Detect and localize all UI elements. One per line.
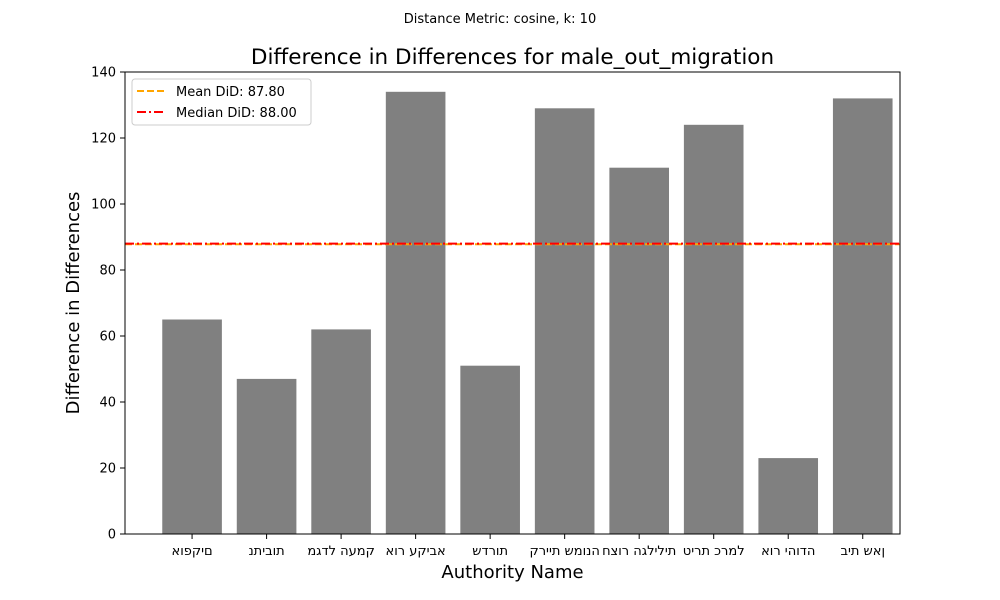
bar <box>236 378 297 534</box>
x-tick-label: ‭חצור הגלילית‬ <box>602 544 676 559</box>
y-tick-label: 60 <box>99 330 116 345</box>
bar <box>385 91 446 535</box>
x-tick-label: ‭שדרות‬ <box>472 544 508 559</box>
y-tick-label: 40 <box>99 396 116 411</box>
chart-title: Difference in Differences for male_out_m… <box>251 45 774 70</box>
legend-label: Median DiD: 88.00 <box>176 106 297 121</box>
x-tick-label: ‭אור יהודה‬ <box>761 544 815 559</box>
axes-frame <box>124 71 901 535</box>
bar <box>609 167 669 534</box>
bar <box>758 458 819 534</box>
x-tick-label: ‭קריית שמונה‬ <box>529 544 599 559</box>
y-tick-label: 80 <box>99 264 116 279</box>
y-tick-label: 0 <box>108 528 116 543</box>
bar <box>311 329 371 534</box>
figure-suptitle: Distance Metric: cosine, k: 10 <box>404 12 596 27</box>
bar <box>460 365 520 534</box>
y-axis: 0 20 40 60 80 100 120 140 <box>91 66 125 543</box>
legend-label: Mean DiD: 87.80 <box>176 85 285 100</box>
bar <box>534 108 595 535</box>
y-tick-label: 20 <box>99 462 116 477</box>
x-tick-label: ‭אופקים‬ <box>172 544 213 559</box>
y-axis-label: Difference in Differences <box>63 192 84 415</box>
x-tick-label: ‭נתיבות‬ <box>248 544 284 559</box>
y-tick-label: 140 <box>91 66 116 81</box>
x-axis-label: Authority Name <box>441 562 583 583</box>
y-tick-label: 100 <box>91 198 116 213</box>
y-tick-label: 120 <box>91 132 116 147</box>
x-tick-label: ‭בית שאן‬ <box>840 544 885 559</box>
bar <box>832 98 893 535</box>
legend-box <box>131 78 312 126</box>
legend: Mean DiD: 87.80 Median DiD: 88.00 <box>131 78 312 126</box>
x-axis: ‭אופקים‬ ‭נתיבות‬ ‭מגדל העמק‬ ‭אור עקיבא‬ ‭ש… <box>172 534 885 559</box>
x-tick-label: ‭אור עקיבא‬ <box>386 544 446 559</box>
x-tick-label: ‭מגדל העמק‬ <box>307 544 375 559</box>
reference-lines-group <box>125 242 900 246</box>
bars-group <box>162 91 893 535</box>
bar <box>683 124 744 535</box>
bar <box>162 319 222 534</box>
x-tick-label: ‭טירת כרמל‬ <box>683 544 745 559</box>
